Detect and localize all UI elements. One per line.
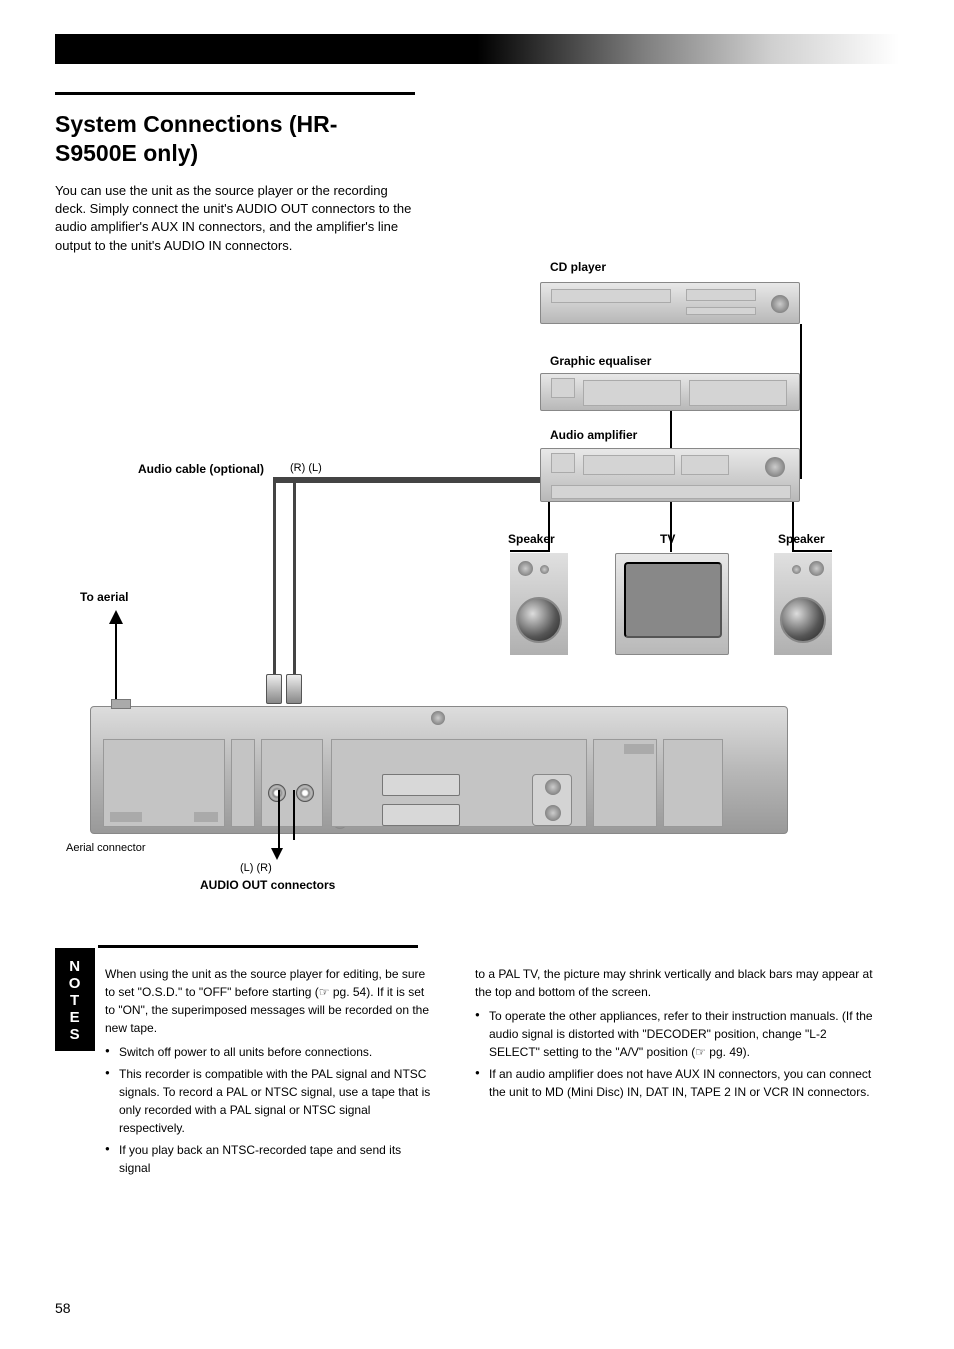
label-audio-cable: Audio cable (optional) bbox=[138, 462, 288, 476]
pointer-r bbox=[293, 790, 295, 840]
connection-diagram: CD player Graphic equaliser Audio amplif… bbox=[90, 270, 830, 910]
aerial-wire bbox=[115, 622, 117, 707]
header-gradient-bar bbox=[55, 34, 899, 64]
pointer-arrow-icon bbox=[271, 848, 283, 860]
note-intro: When using the unit as the source player… bbox=[105, 965, 435, 1037]
notes-rule bbox=[98, 945, 418, 948]
notes-tab-n: N bbox=[69, 958, 81, 975]
note-bullet-1: Switch off power to all units before con… bbox=[105, 1043, 435, 1061]
notes-tab-t: T bbox=[70, 992, 80, 1009]
cable-horizontal-2 bbox=[273, 477, 540, 480]
cd-player-icon bbox=[540, 282, 800, 324]
cable-left bbox=[273, 481, 276, 701]
label-equaliser: Graphic equaliser bbox=[550, 354, 651, 368]
label-amplifier: Audio amplifier bbox=[550, 428, 637, 442]
label-audio-out: AUDIO OUT connectors bbox=[200, 878, 335, 892]
notes-column-left: When using the unit as the source player… bbox=[105, 965, 435, 1181]
notes-tab-e: E bbox=[70, 1009, 81, 1026]
notes-column-right: to a PAL TV, the picture may shrink vert… bbox=[475, 965, 875, 1105]
note-cont: to a PAL TV, the picture may shrink vert… bbox=[475, 965, 875, 1001]
label-lr-bottom: (L) (R) bbox=[240, 862, 272, 874]
wire-eq-to-amp bbox=[670, 411, 672, 449]
speaker-left-icon bbox=[510, 553, 568, 655]
label-speaker-r: Speaker bbox=[778, 532, 825, 546]
page-number: 58 bbox=[55, 1300, 71, 1316]
title-rule bbox=[55, 92, 415, 95]
speaker-right-icon bbox=[774, 553, 832, 655]
label-aerial-connector: Aerial connector bbox=[66, 842, 146, 854]
cable-right bbox=[293, 481, 296, 701]
note-bullet-2: This recorder is compatible with the PAL… bbox=[105, 1065, 435, 1137]
notes-tab: N O T E S bbox=[55, 948, 95, 1051]
page-title: System Connections (HR-S9500E only) bbox=[55, 110, 415, 168]
notes-tab-o: O bbox=[69, 975, 81, 992]
wire-horiz-speaker-r bbox=[792, 550, 832, 552]
equaliser-icon bbox=[540, 373, 800, 411]
cable-horizontal bbox=[273, 480, 540, 483]
page: System Connections (HR-S9500E only) You … bbox=[0, 0, 954, 1349]
amplifier-icon bbox=[540, 448, 800, 502]
label-tv: TV bbox=[660, 532, 675, 546]
notes-tab-s: S bbox=[70, 1026, 81, 1043]
wire-cd-to-amp bbox=[800, 324, 802, 479]
rca-plug-left-icon bbox=[266, 674, 282, 704]
note-bullet-3: If you play back an NTSC-recorded tape a… bbox=[105, 1141, 435, 1177]
label-aerial: To aerial bbox=[80, 590, 128, 604]
note-bullet-4: To operate the other appliances, refer t… bbox=[475, 1007, 875, 1061]
label-speaker-l: Speaker bbox=[508, 532, 555, 546]
vcr-rear-panel bbox=[90, 706, 788, 834]
label-cd-player: CD player bbox=[550, 260, 606, 274]
label-rl-top: (R) (L) bbox=[290, 462, 322, 474]
wire-horiz-speaker-l bbox=[510, 550, 550, 552]
note-bullet-5: If an audio amplifier does not have AUX … bbox=[475, 1065, 875, 1101]
rca-plug-right-icon bbox=[286, 674, 302, 704]
pointer-l bbox=[278, 790, 280, 850]
intro-paragraph: You can use the unit as the source playe… bbox=[55, 182, 415, 255]
tv-icon bbox=[615, 553, 729, 655]
